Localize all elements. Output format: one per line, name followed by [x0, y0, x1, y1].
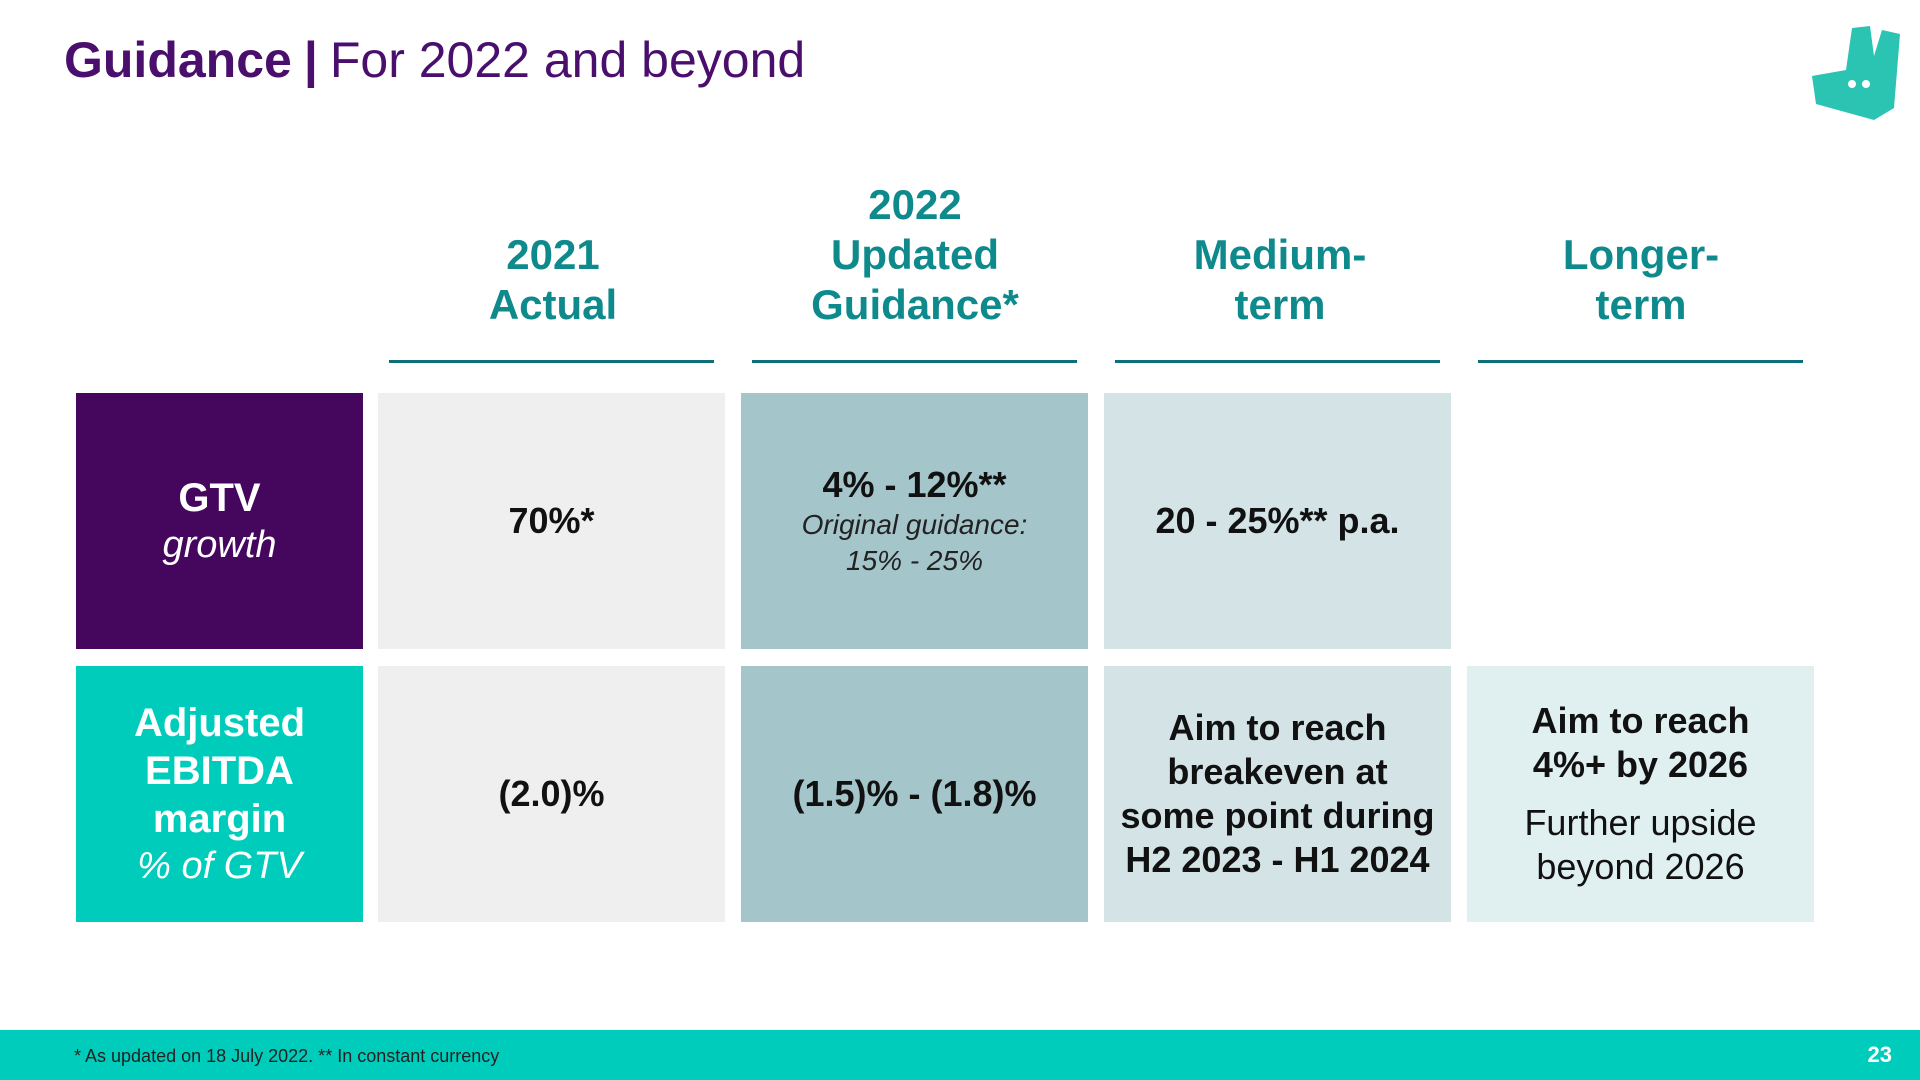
title-bold: Guidance: [64, 32, 292, 88]
column-rule-2022: [752, 360, 1077, 363]
cell-ebitda-2022-guidance: (1.5)% - (1.8)%: [741, 666, 1088, 922]
column-header-2021-actual: 2021 Actual: [488, 231, 618, 328]
cell-ebitda-medium-term: Aim to reach breakeven at some point dur…: [1104, 666, 1451, 922]
page-title: Guidance | For 2022 and beyond: [64, 30, 805, 90]
footnote: * As updated on 18 July 2022. ** In cons…: [74, 1046, 500, 1066]
column-rule-longer: [1478, 360, 1803, 363]
footer-bar: * As updated on 18 July 2022. ** In cons…: [0, 1030, 1920, 1080]
cell-ebitda-longer-term: Aim to reach 4%+ by 2026 Further upside …: [1467, 666, 1814, 922]
column-rule-2021: [389, 360, 714, 363]
column-header-medium-term: Medium- term: [1193, 231, 1367, 328]
cell-gtv-2022-guidance: 4% - 12%** Original guidance: 15% - 25%: [741, 393, 1088, 649]
page-number: 23: [1867, 1042, 1892, 1067]
cell-gtv-2021-actual: 70%*: [378, 393, 725, 649]
cell-gtv-medium-term: 20 - 25%** p.a.: [1104, 393, 1451, 649]
title-subtitle: For 2022 and beyond: [329, 32, 806, 88]
column-header-2022-guidance: 2022 Updated Guidance*: [811, 181, 1019, 328]
row-label-gtv-growth: GTV growth: [76, 393, 363, 649]
title-separator: |: [303, 32, 318, 88]
column-header-longer-term: Longer- term: [1562, 231, 1720, 328]
column-rule-medium: [1115, 360, 1440, 363]
kangaroo-logo-icon: [1812, 26, 1900, 120]
row-label-ebitda-margin: Adjusted EBITDA margin % of GTV: [76, 666, 363, 922]
cell-ebitda-2021-actual: (2.0)%: [378, 666, 725, 922]
